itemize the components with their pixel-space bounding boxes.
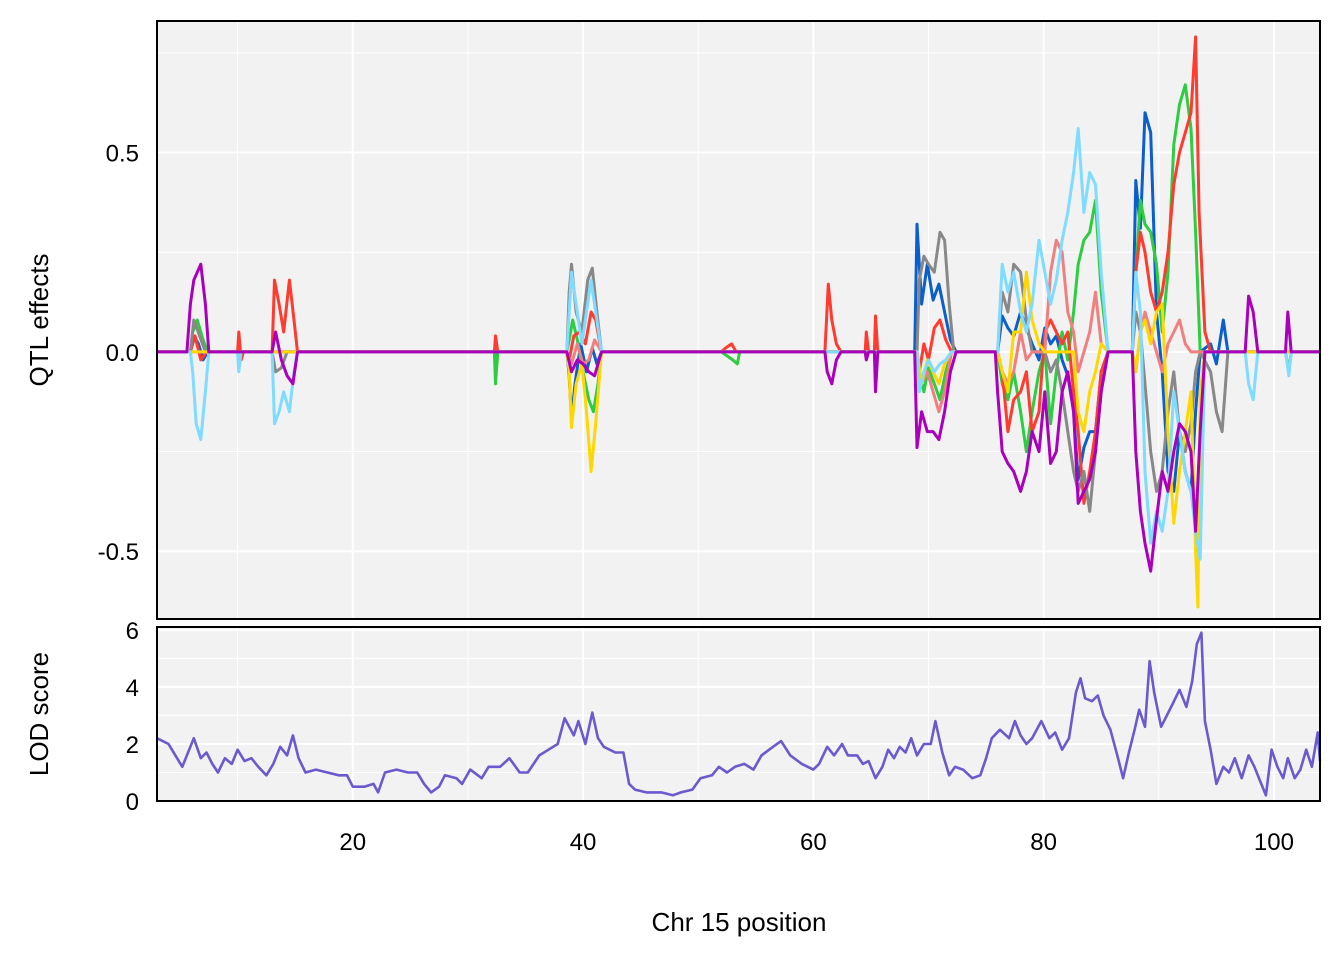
y-tick-label: -0.5 [98,539,139,566]
x-axis-title: Chr 15 position [652,907,827,937]
lod-series-lines [156,631,1322,797]
x-tick-label: 100 [1254,829,1294,856]
y-tick-label: 0.0 [106,340,139,367]
series-line-1 [156,631,1322,797]
series-line-6 [157,270,1320,609]
effects-y-axis-title: QTL effects [24,254,54,387]
series-line-7 [157,127,1320,561]
effects-panel-frame [156,20,1321,620]
effects-panel: -0.5 0.0 0.5 QTL effects [24,20,1321,620]
lod-panel: 0 2 4 6 20 40 60 80 100 LOD score Chr 15 positi… [24,618,1322,937]
effects-panel-background [157,21,1320,619]
y-tick-label: 4 [126,675,139,702]
x-tick-label: 60 [800,829,827,856]
lod-y-axis-title: LOD score [24,652,54,776]
x-tick-label: 20 [339,829,366,856]
y-tick-label: 6 [126,618,139,645]
y-tick-label: 0 [126,789,139,816]
lod-y-tick-labels: 0 2 4 6 [126,618,139,816]
effects-y-tick-labels: -0.5 0.0 0.5 [98,141,139,567]
y-tick-label: 0.5 [106,141,139,168]
series-line-8 [157,262,1320,573]
x-tick-labels: 20 40 60 80 100 [339,829,1294,856]
x-tick-label: 40 [570,829,597,856]
effects-series-lines [157,35,1320,609]
x-tick-label: 80 [1030,829,1057,856]
lod-panel-frame [156,626,1321,802]
y-tick-label: 2 [126,732,139,759]
